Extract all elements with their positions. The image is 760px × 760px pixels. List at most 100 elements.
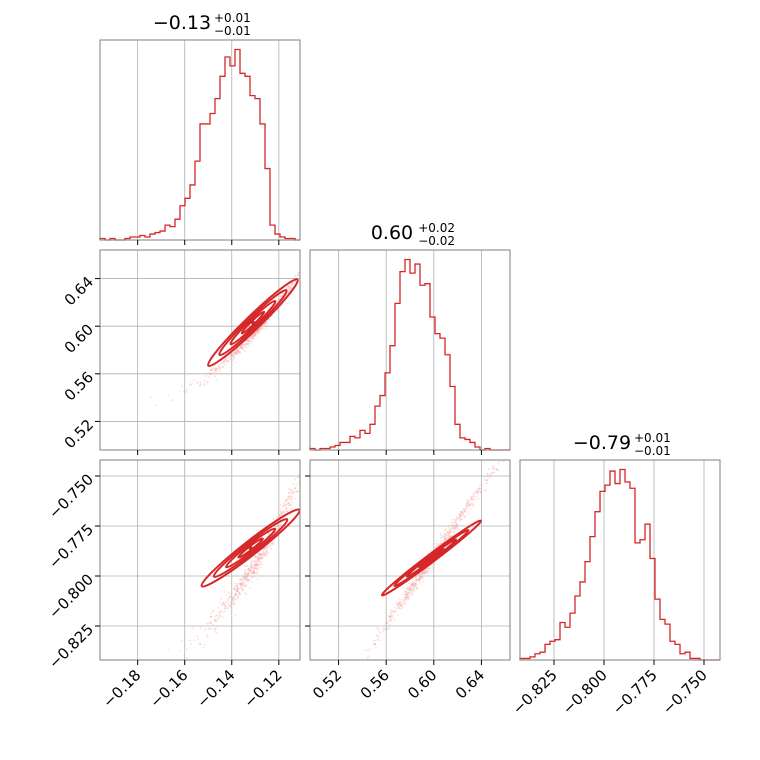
scatter-point: [413, 583, 415, 586]
panel-title-2: −0.79: [573, 432, 631, 454]
scatter-point: [478, 487, 481, 490]
scatter-point: [257, 328, 260, 331]
scatter-point: [215, 368, 218, 371]
scatter-point: [229, 355, 232, 358]
scatter-point: [218, 614, 221, 617]
scatter-point: [249, 570, 252, 573]
scatter-point: [377, 635, 380, 638]
scatter-point: [209, 622, 212, 625]
scatter-point: [423, 572, 425, 575]
scatter-point: [240, 584, 243, 586]
scatter-point: [422, 572, 425, 575]
scatter-point: [209, 615, 212, 618]
scatter-point: [290, 287, 293, 290]
scatter-point: [457, 528, 460, 531]
scatter-point: [413, 582, 416, 585]
scatter-point: [279, 508, 282, 511]
scatter-point: [422, 571, 425, 574]
scatter-point: [226, 607, 229, 609]
scatter-point: [408, 586, 411, 589]
scatter-point: [457, 517, 459, 520]
scatter-point: [257, 559, 260, 562]
scatter-point: [245, 342, 248, 345]
scatter-point: [293, 487, 295, 490]
scatter-point: [411, 583, 414, 585]
scatter-point: [252, 576, 254, 579]
scatter-point: [235, 351, 237, 354]
scatter-point: [257, 552, 260, 555]
scatter-point: [399, 603, 401, 606]
scatter-point: [214, 619, 217, 622]
scatter-point: [415, 580, 418, 583]
scatter-point: [240, 585, 242, 588]
scatter-point: [448, 535, 451, 538]
scatter-point: [233, 588, 235, 590]
scatter-point: [239, 578, 242, 580]
scatter-point: [404, 597, 407, 600]
scatter-point: [254, 555, 256, 557]
scatter-point: [405, 587, 408, 590]
scatter-point: [226, 607, 229, 609]
scatter-point: [256, 330, 258, 333]
scatter-point: [288, 288, 291, 291]
scatter-point: [426, 569, 429, 572]
scatter-point: [243, 343, 246, 346]
scatter-point: [270, 542, 272, 545]
scatter-point: [243, 350, 246, 353]
scatter-point: [414, 584, 417, 587]
scatter-point: [376, 634, 379, 637]
scatter-point: [213, 628, 216, 631]
scatter-point: [233, 598, 236, 601]
scatter-point: [285, 506, 288, 509]
scatter-point: [397, 604, 400, 606]
scatter-point: [246, 579, 249, 582]
scatter-point: [214, 630, 216, 633]
scatter-point: [214, 368, 217, 371]
scatter-point: [223, 603, 225, 606]
scatter-point: [467, 512, 470, 515]
scatter-point: [242, 577, 245, 580]
scatter-point: [206, 380, 209, 383]
scatter-point: [450, 527, 453, 530]
scatter-point: [228, 595, 231, 598]
scatter-point: [217, 365, 220, 368]
scatter-point: [297, 476, 299, 478]
scatter-point: [246, 579, 248, 581]
scatter-point: [476, 492, 479, 495]
scatter-point: [379, 631, 382, 634]
scatter-point: [236, 589, 239, 592]
scatter-point: [289, 498, 291, 501]
scatter-point: [260, 554, 263, 556]
scatter-point: [223, 590, 226, 593]
scatter-point: [276, 524, 279, 527]
scatter-point: [279, 524, 282, 527]
scatter-point: [404, 597, 407, 600]
scatter-point: [412, 590, 415, 592]
contour-level-2: [218, 289, 288, 357]
scatter-point: [226, 359, 228, 362]
scatter-point: [495, 468, 498, 471]
scatter-point: [217, 606, 220, 609]
scatter-point: [285, 510, 288, 513]
scatter-point: [240, 581, 243, 583]
scatter-point: [276, 309, 279, 312]
scatter-point: [294, 497, 297, 500]
scatter-point: [437, 543, 440, 545]
scatter-point: [238, 592, 240, 595]
scatter-point: [428, 566, 431, 569]
scatter-point: [422, 572, 424, 574]
scatter-point: [259, 553, 262, 556]
scatter-point: [262, 552, 265, 555]
scatter-point: [236, 350, 239, 353]
scatter-point: [415, 582, 418, 585]
scatter-point: [240, 346, 243, 348]
scatter-point: [285, 507, 288, 510]
scatter-point: [226, 360, 229, 363]
scatter-point: [403, 599, 406, 602]
scatter-point: [259, 326, 262, 329]
scatter-point: [234, 351, 237, 354]
scatter-point: [251, 565, 253, 567]
scatter-point: [242, 343, 244, 346]
scatter-point: [290, 507, 293, 510]
scatter-point: [288, 495, 291, 498]
